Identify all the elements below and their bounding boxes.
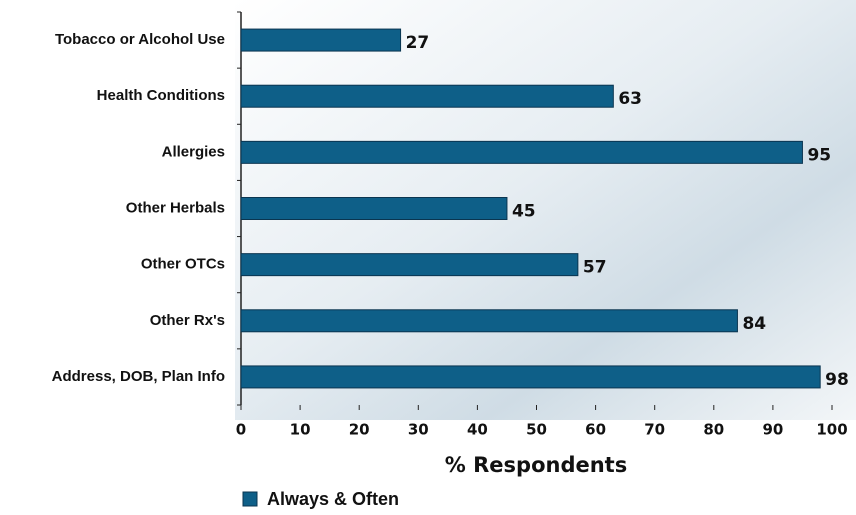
x-axis-title: % Respondents xyxy=(445,453,627,477)
value-label: 63 xyxy=(618,89,642,109)
legend-swatch xyxy=(243,492,257,506)
bar xyxy=(241,254,578,276)
chart: % Respondents Always & Often 0 10 20 30 40 50… xyxy=(0,0,856,515)
bar xyxy=(241,85,613,107)
x-tick-label: 0 xyxy=(236,421,246,439)
bar xyxy=(241,29,401,51)
value-label: 98 xyxy=(825,370,849,390)
bar xyxy=(241,198,507,220)
y-tick-label: Health Conditions xyxy=(97,87,225,104)
bar xyxy=(241,366,820,388)
value-label: 57 xyxy=(583,258,607,278)
x-tick-label: 90 xyxy=(762,421,783,439)
value-label: 95 xyxy=(807,145,831,165)
x-tick-label: 10 xyxy=(290,421,311,439)
x-tick-label: 20 xyxy=(349,421,370,439)
x-tick-label: 50 xyxy=(526,421,547,439)
legend-label: Always & Often xyxy=(267,489,399,509)
y-tick-label: Tobacco or Alcohol Use xyxy=(55,31,225,48)
x-tick-label: 30 xyxy=(408,421,429,439)
bar xyxy=(241,310,737,332)
y-tick-label: Other OTCs xyxy=(141,256,225,273)
y-tick-label: Allergies xyxy=(162,143,225,160)
value-label: 45 xyxy=(512,202,536,222)
y-tick-label: Other Herbals xyxy=(126,199,225,216)
value-label: 27 xyxy=(406,33,430,53)
bar xyxy=(241,141,802,163)
x-tick-label: 100 xyxy=(816,421,847,439)
y-tick-label: Other Rx's xyxy=(150,312,225,329)
x-tick-label: 80 xyxy=(703,421,724,439)
x-tick-label: 40 xyxy=(467,421,488,439)
x-tick-label: 60 xyxy=(585,421,606,439)
value-label: 84 xyxy=(742,314,766,334)
y-tick-label: Address, DOB, Plan Info xyxy=(52,368,225,385)
x-tick-label: 70 xyxy=(644,421,665,439)
